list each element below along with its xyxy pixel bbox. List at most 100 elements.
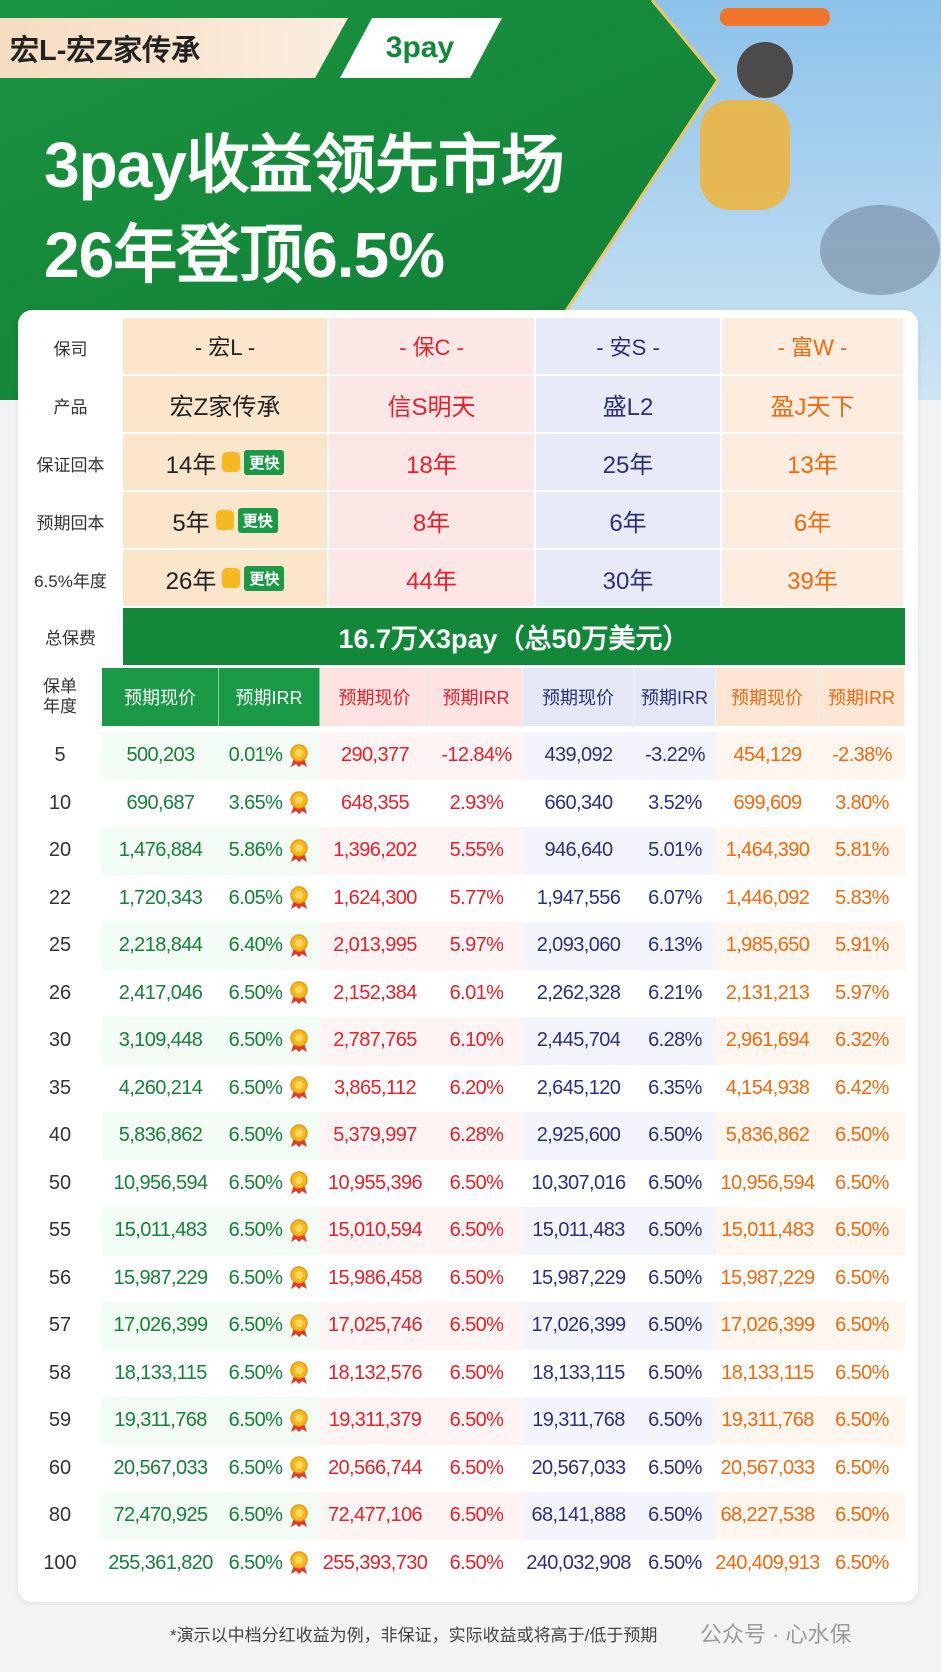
year-header-line: 年度 [43,697,77,716]
value-cell: 15,011,483 [102,1207,219,1255]
value-cell: 15,987,229 [716,1254,819,1302]
value-text: 439,092 [544,744,613,767]
value-cell: 20,567,033 [523,1444,634,1492]
value-cell: 6.50% [430,1492,523,1540]
value-cell: 19,311,768 [523,1397,634,1445]
value-text: 20,567,033 [720,1456,815,1479]
medal-icon [290,1266,309,1290]
value-cell: 6.40% [219,922,320,970]
value-text: 5.01% [648,839,702,862]
value-cell: 19,311,768 [102,1397,219,1445]
value-cell: 2,645,120 [523,1064,634,1112]
year-cell: 80 [48,1504,72,1527]
value-cell: 68,227,538 [716,1492,819,1540]
value-text: 72,477,106 [327,1504,423,1527]
value-cell: 6.50% [819,1302,905,1350]
value-text: 5.97% [449,934,504,957]
value-text: 6.20% [449,1076,504,1099]
value-text: 19,311,768 [721,1409,814,1432]
value-text: 699,609 [733,791,802,814]
value-cell: -3.22% [634,732,716,780]
value-cell: 3,865,112 [320,1064,430,1112]
value-text: 15,011,483 [532,1219,625,1242]
value-cell: 6.50% [219,1017,320,1065]
value-text: 5,836,862 [725,1124,810,1147]
medal-icon [290,1504,309,1527]
summary-value: 25年 [602,451,654,479]
value-cell: 6.50% [819,1159,905,1207]
value-text: 6.05% [228,886,283,909]
value-cell: 19,311,768 [716,1397,819,1445]
value-cell: 255,393,730 [320,1539,430,1587]
value-cell: 1,446,092 [716,874,819,922]
year-cell: 22 [48,886,72,909]
year-cell: 26 [48,981,72,1004]
value-text: 6.50% [228,1124,283,1147]
value-text: 6.50% [835,1361,889,1384]
value-text: 4,154,938 [725,1076,810,1099]
value-text: 6.50% [449,1171,504,1194]
value-text: 454,129 [733,744,802,767]
medal-icon [290,1076,309,1100]
value-cell: 6.28% [634,1017,716,1065]
summary-value: 44年 [406,567,457,595]
value-text: 6.50% [835,1409,889,1432]
medal-icon [290,1361,309,1385]
value-cell: 5,836,862 [716,1112,819,1160]
value-text: 690,687 [126,791,195,814]
value-text: 2,218,844 [118,934,203,957]
summary-cell: 5年 更快 [123,492,329,550]
value-cell: 5,836,862 [102,1112,219,1160]
value-cell: 6.21% [634,969,716,1017]
summary-row-label: 保司 [53,339,88,359]
column-header: 预期IRR [819,668,905,726]
value-cell: 290,377 [320,732,430,780]
medal-icon [290,981,309,1005]
value-cell: 6.50% [219,1397,320,1445]
value-cell: 6.50% [634,1302,716,1350]
value-cell: 68,141,888 [523,1492,634,1540]
value-cell: 6.50% [430,1349,523,1397]
value-cell: 4,260,214 [102,1064,219,1112]
value-cell: 6.50% [819,1207,905,1255]
value-cell: -2.38% [819,732,905,780]
value-cell: 3.65% [219,779,320,827]
value-cell: 6.50% [819,1492,905,1540]
summary-value: 8年 [412,509,451,537]
value-cell: 18,133,115 [102,1349,219,1397]
value-text: 6.50% [449,1219,504,1242]
value-text: 648,355 [340,791,410,814]
value-cell: 6.50% [219,1064,320,1112]
value-text: 6.50% [648,1361,702,1384]
value-cell: 72,477,106 [320,1492,430,1540]
value-cell: 6.28% [430,1112,523,1160]
fast-badge: 更快 [244,565,285,591]
value-text: 17,026,399 [531,1314,626,1337]
summary-value: - 富W - [777,335,848,360]
summary-value: 5年 [172,509,210,537]
medal-icon [290,1124,309,1147]
value-cell: 17,026,399 [102,1302,219,1350]
summary-cell: 8年 [329,492,536,550]
summary-cell: - 保C - [329,318,536,376]
value-cell: 15,011,483 [716,1207,819,1255]
value-text: 6.50% [648,1219,702,1242]
value-text: 6.50% [449,1551,504,1574]
value-cell: 10,955,396 [320,1159,430,1207]
value-cell: 15,986,458 [320,1254,430,1302]
value-text: 6.10% [449,1029,504,1052]
watermark: 公众号 · 心水保 [700,1622,852,1647]
value-cell: 6.50% [219,1444,320,1492]
summary-cell: 30年 [536,550,722,608]
value-text: 68,227,538 [720,1504,815,1527]
value-cell: 255,361,820 [102,1539,219,1587]
medal-icon [290,1409,309,1432]
year-cell: 40 [48,1124,72,1147]
value-cell: 6.50% [219,1539,320,1587]
value-cell: 3.52% [634,779,716,827]
summary-value: 13年 [787,451,838,479]
value-cell: 439,092 [523,732,634,780]
value-text: 6.50% [228,1361,283,1384]
value-cell: 5.55% [430,827,523,875]
value-cell: 3.80% [819,779,905,827]
